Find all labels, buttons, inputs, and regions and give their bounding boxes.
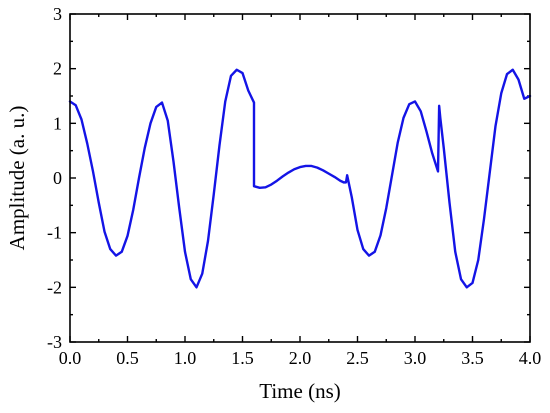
y-tick-label: -2 — [47, 277, 62, 297]
y-tick-label: 1 — [53, 113, 62, 133]
y-tick-label: -1 — [47, 223, 62, 243]
x-tick-label: 3.0 — [404, 348, 427, 368]
y-tick-label: 0 — [53, 168, 62, 188]
x-axis-label: Time (ns) — [259, 379, 341, 403]
x-tick-label: 1.0 — [174, 348, 197, 368]
y-tick-label: -3 — [47, 332, 62, 352]
y-tick-label: 3 — [53, 4, 62, 24]
series-line — [68, 68, 532, 289]
y-tick-label: 2 — [53, 59, 62, 79]
x-tick-label: 2.5 — [346, 348, 369, 368]
plot-frame — [69, 13, 531, 343]
x-tick-label: 3.5 — [461, 348, 484, 368]
y-axis-label: Amplitude (a. u.) — [5, 106, 29, 251]
x-tick-label: 4.0 — [519, 348, 542, 368]
series-layer — [68, 68, 532, 289]
y-axis-ticks: -3 -2 -1 0 1 2 3 — [47, 4, 530, 352]
x-tick-label: 0.5 — [116, 348, 139, 368]
x-tick-label: 2.0 — [289, 348, 312, 368]
x-axis-ticks: 0.0 0.5 1.0 1.5 2.0 2.5 3.0 3.5 4.0 — [59, 14, 542, 368]
x-tick-label: 1.5 — [231, 348, 254, 368]
x-tick-label: 0.0 — [59, 348, 82, 368]
